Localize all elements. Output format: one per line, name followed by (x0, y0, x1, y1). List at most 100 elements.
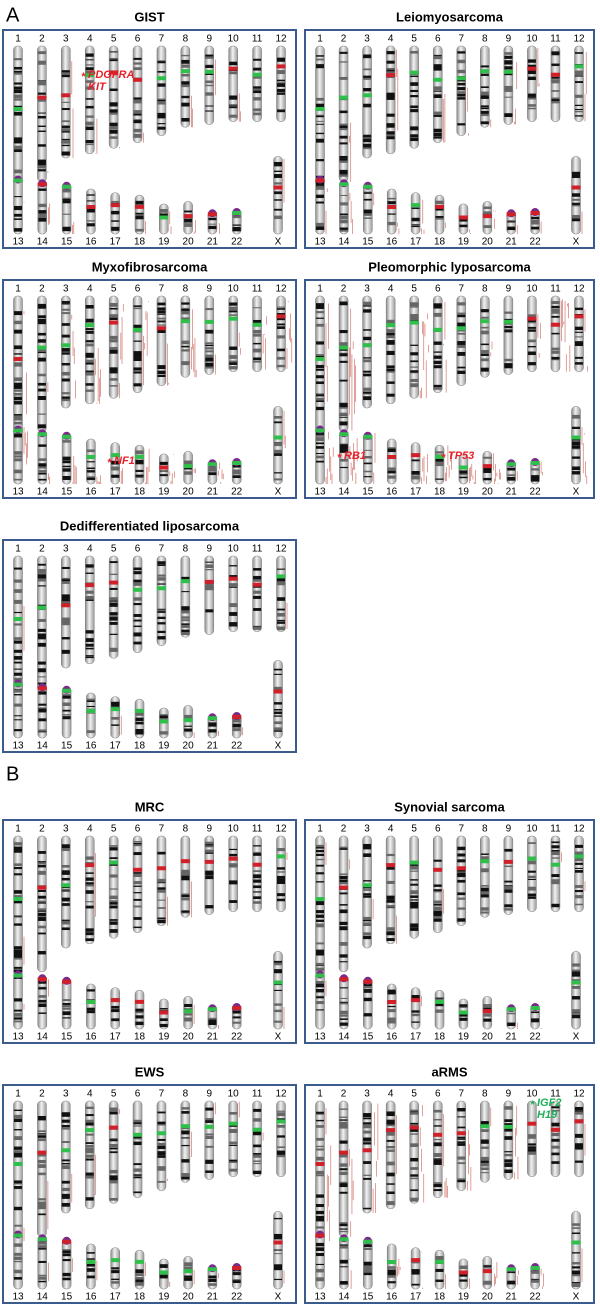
band (135, 474, 144, 477)
band (184, 218, 193, 223)
band (551, 1138, 560, 1142)
band (157, 878, 166, 883)
chromosome (527, 45, 537, 122)
chromosome-number: X (573, 487, 580, 498)
chromosome (315, 971, 325, 1030)
band (14, 677, 22, 681)
chromosome (527, 835, 537, 912)
band (435, 217, 444, 220)
band (14, 599, 22, 604)
band (410, 137, 419, 142)
centromere (62, 688, 72, 693)
band (184, 1262, 193, 1267)
band (572, 466, 580, 471)
band (411, 475, 420, 477)
chromosome-number: X (275, 237, 282, 248)
band (109, 136, 118, 139)
band (386, 930, 395, 933)
centromere (252, 322, 262, 327)
band (85, 595, 94, 600)
band (504, 363, 513, 367)
band (14, 66, 22, 70)
band (38, 444, 47, 447)
centromere (527, 856, 537, 861)
band (339, 961, 348, 963)
band (339, 215, 348, 219)
panel-title: GIST (134, 9, 164, 24)
band (205, 56, 214, 59)
band (575, 81, 583, 84)
band (133, 603, 142, 606)
band (435, 461, 444, 464)
band (363, 1247, 372, 1250)
band (410, 109, 419, 113)
band (339, 1022, 348, 1026)
band (480, 330, 489, 335)
band (339, 194, 348, 196)
band (61, 348, 70, 352)
band (14, 949, 22, 954)
band (411, 459, 420, 462)
centromere (276, 64, 286, 69)
band (480, 110, 489, 114)
band (61, 70, 70, 75)
band (86, 1259, 95, 1261)
band (339, 1124, 348, 1127)
band (433, 86, 442, 91)
centromere (411, 998, 421, 1003)
centromere (37, 345, 47, 350)
band (14, 957, 22, 960)
band (37, 112, 46, 114)
chromosome-number: 20 (183, 1032, 195, 1043)
band (386, 1161, 395, 1166)
band (483, 469, 492, 473)
band (37, 144, 46, 147)
band (253, 874, 262, 879)
band (339, 1140, 348, 1144)
band (575, 890, 583, 893)
band (111, 460, 120, 465)
band (339, 1126, 348, 1129)
band (551, 301, 560, 305)
band (61, 1127, 70, 1130)
centromere (315, 973, 325, 978)
band (457, 1116, 466, 1118)
band (339, 846, 348, 849)
chromosome-number: 12 (275, 544, 287, 555)
chromosome (385, 1100, 396, 1210)
band (527, 93, 536, 97)
band (85, 890, 94, 894)
band (316, 303, 324, 307)
band (527, 1143, 536, 1146)
band (38, 204, 47, 208)
band (159, 715, 168, 719)
band (61, 371, 70, 376)
band (86, 989, 95, 992)
chromosome (362, 1100, 372, 1214)
band (229, 1144, 238, 1146)
band (504, 114, 513, 117)
band (572, 214, 580, 219)
band (575, 1160, 583, 1163)
band (135, 1282, 144, 1286)
band (157, 324, 166, 326)
band (316, 159, 324, 162)
band (504, 61, 513, 65)
band (14, 649, 22, 653)
band (551, 63, 560, 66)
band (253, 112, 262, 116)
band (316, 58, 324, 61)
band (253, 896, 262, 900)
band (62, 714, 71, 716)
band (111, 717, 120, 720)
chromosome-number: 10 (228, 824, 240, 835)
centromere (183, 1269, 193, 1274)
band (363, 880, 372, 882)
band (363, 1122, 372, 1125)
band (459, 1013, 468, 1017)
centromere (339, 1237, 349, 1242)
band (38, 718, 47, 722)
band (410, 901, 419, 906)
chromosome (503, 295, 514, 375)
band (181, 878, 190, 881)
